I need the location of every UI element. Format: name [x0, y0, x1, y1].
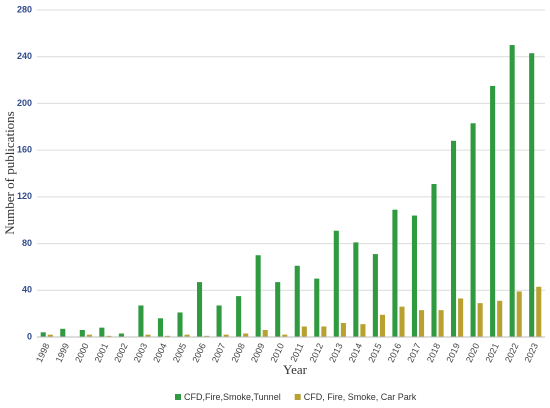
bar [60, 328, 66, 337]
bar [399, 306, 405, 337]
bar [243, 333, 249, 337]
bar [106, 335, 112, 337]
x-tick-label: 2018 [425, 342, 443, 364]
bar [438, 310, 444, 337]
bar [99, 327, 105, 337]
x-tick-label: 1999 [54, 342, 72, 364]
bar [165, 335, 171, 337]
y-tick-label: 280 [17, 4, 32, 14]
bar [470, 123, 476, 338]
x-tick-label: 2014 [347, 342, 365, 364]
x-tick-label: 2015 [366, 342, 384, 364]
bar [450, 140, 457, 337]
x-tick-label: 2011 [288, 342, 305, 364]
x-tick-label: 2008 [229, 342, 247, 364]
bar [138, 305, 144, 337]
x-tick-label: 2009 [249, 342, 267, 364]
bar [458, 298, 464, 337]
bar [301, 326, 307, 337]
x-tick-label: 2004 [151, 342, 169, 364]
bar [314, 278, 320, 337]
bar [392, 209, 398, 337]
bar [216, 305, 222, 337]
bar [419, 310, 425, 337]
x-tick-label: 2005 [171, 342, 189, 364]
bar [372, 254, 378, 337]
bar [411, 215, 417, 337]
bar [118, 333, 124, 337]
bar [360, 324, 366, 337]
y-tick-label: 80 [22, 238, 32, 248]
bar [262, 329, 268, 337]
bar [196, 282, 203, 337]
bar [379, 314, 386, 337]
bar [145, 334, 151, 337]
y-tick-label: 0 [27, 331, 32, 341]
bar [333, 230, 339, 337]
x-tick-label: 1998 [34, 342, 52, 364]
x-tick-label: 2007 [210, 342, 228, 364]
bar [184, 334, 190, 337]
bar [47, 334, 53, 337]
y-tick-label: 160 [17, 145, 32, 155]
bar [275, 282, 281, 337]
x-tick-label: 2012 [308, 342, 326, 364]
x-tick-label: 2017 [405, 342, 423, 364]
y-tick-label: 200 [17, 98, 32, 108]
bar [204, 335, 210, 337]
bar [516, 291, 522, 337]
bar [157, 318, 163, 337]
bar [509, 45, 515, 338]
x-tick-label: 2013 [327, 342, 345, 364]
bar [40, 332, 46, 337]
bar [236, 296, 242, 337]
x-tick-label: 2021 [483, 342, 501, 364]
legend-label: CFD, Fire, Smoke, Car Park [304, 392, 417, 402]
bar [321, 326, 327, 337]
x-tick-label: 2019 [444, 342, 462, 364]
bar [477, 303, 483, 337]
x-tick-label: 2023 [523, 342, 541, 364]
bar [223, 334, 229, 337]
y-tick-label: 120 [17, 191, 32, 201]
bar [340, 322, 346, 337]
x-tick-label: 2001 [93, 342, 111, 364]
bar [431, 184, 437, 337]
bar [536, 286, 542, 337]
bar [255, 255, 261, 337]
x-tick-label: 2010 [269, 342, 287, 364]
x-tick-label: 2003 [132, 342, 150, 364]
legend-swatch [175, 394, 181, 400]
y-tick-label: 240 [17, 51, 32, 61]
bar [177, 312, 183, 337]
y-axis-label: Number of publications [2, 111, 17, 234]
x-tick-label: 2006 [190, 342, 208, 364]
bar [79, 329, 85, 337]
bar [529, 53, 535, 337]
x-tick-label: 2002 [112, 342, 130, 364]
legend-swatch [294, 394, 301, 400]
bar [294, 265, 300, 337]
y-tick-label: 40 [22, 285, 32, 295]
x-tick-label: 2022 [503, 342, 521, 364]
x-tick-label: 2000 [73, 342, 91, 364]
bar [490, 85, 496, 338]
x-tick-label: 2020 [464, 342, 482, 364]
legend-label: CFD,Fire,Smoke,Tunnel [184, 392, 281, 402]
bar [282, 334, 288, 337]
bar [86, 334, 92, 337]
x-tick-label: 2016 [386, 342, 404, 364]
bar [353, 242, 359, 337]
x-axis-label: Year [283, 362, 308, 377]
bar [497, 300, 503, 337]
